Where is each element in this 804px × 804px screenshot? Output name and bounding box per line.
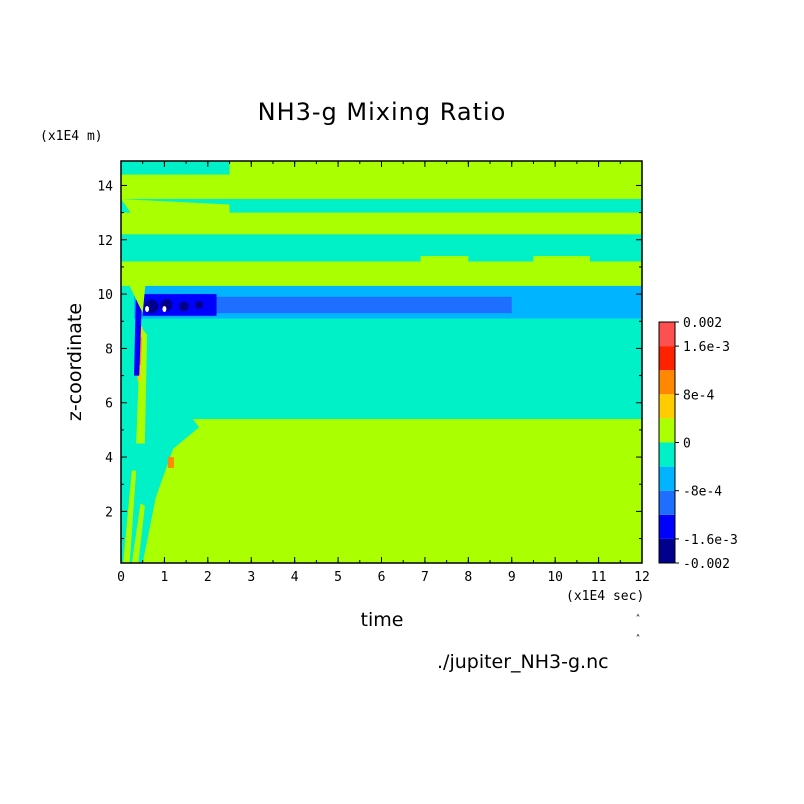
- contour-detail-layer: [121, 199, 230, 563]
- contour-region-7: [121, 161, 230, 175]
- y-tick-label: 6: [105, 397, 113, 412]
- corner-mark-0: ˄: [636, 613, 641, 625]
- colorbar-level-4: [659, 442, 675, 467]
- contour-region-6: [121, 199, 642, 213]
- source-file-label: ./jupiter_NH3-g.nc: [437, 651, 609, 673]
- transient-streak-3: [136, 326, 148, 444]
- x-tick-label: 5: [334, 570, 342, 585]
- x-tick-label: 0: [117, 570, 125, 585]
- extreme-spot-0: [145, 306, 150, 313]
- colorbar-level-1: [659, 514, 675, 539]
- negative-core-1: [160, 298, 173, 311]
- colorbar-level-5: [659, 418, 675, 443]
- y-tick-2: 2: [105, 505, 642, 520]
- colorbar-tick-label: -1.6e-3: [683, 533, 738, 548]
- y-tick-10: 10: [97, 288, 642, 303]
- contour-region-8: [420, 256, 469, 262]
- y-tick-label: 4: [105, 451, 113, 466]
- x-tick-label: 2: [204, 570, 212, 585]
- negative-core-3: [195, 300, 204, 309]
- y-tick-8: 8: [105, 342, 642, 357]
- y-axis-unit: (x1E4 m): [40, 129, 103, 144]
- x-tick-label: 6: [378, 570, 386, 585]
- colorbar-level-8: [659, 346, 675, 371]
- y-tick-label: 14: [97, 179, 113, 194]
- y-tick-label: 8: [105, 342, 113, 357]
- corner-mark-1: ˄: [636, 633, 641, 645]
- x-tick-label: 12: [634, 570, 650, 585]
- contour-region-3: [142, 296, 512, 314]
- transient-streak-2: [131, 503, 145, 563]
- x-tick-label: 8: [464, 570, 472, 585]
- colorbar-level-9: [659, 322, 675, 347]
- x-axis-ticks: 0 1 2 3 4 5 6 7 8 9 10 11 12: [117, 161, 650, 585]
- positive-blob: [167, 457, 174, 468]
- colorbar-level-0: [659, 538, 675, 563]
- colorbar: 0.002 1.6e-3 8e-4 0 -8e-4 -1.6e-3 -0.002: [658, 316, 738, 572]
- colorbar-tick-label: 8e-4: [683, 388, 714, 403]
- y-tick-label: 2: [105, 505, 113, 520]
- extreme-spot-1: [162, 306, 167, 313]
- x-tick-label: 9: [508, 570, 516, 585]
- colorbar-tick-label: -8e-4: [683, 485, 722, 500]
- y-tick-6: 6: [105, 397, 642, 412]
- negative-core-2: [178, 301, 189, 312]
- contour-fill-layer: [121, 161, 642, 563]
- transient-streak-1: [123, 470, 137, 563]
- upper-perturbation: [121, 199, 230, 227]
- colorbar-level-6: [659, 394, 675, 419]
- mid-perturbation: [121, 261, 148, 314]
- colorbar-tick-label: -0.002: [683, 557, 730, 572]
- colorbar-level-3: [659, 466, 675, 491]
- colorbar-level-2: [659, 490, 675, 515]
- colorbar-tick-label: 1.6e-3: [683, 340, 730, 355]
- colorbar-tick-label: 0: [683, 437, 691, 452]
- x-axis-unit: (x1E4 sec): [566, 589, 645, 604]
- y-tick-label: 10: [97, 288, 113, 303]
- y-axis-ticks: 2 4 6 8 10 12 14: [97, 179, 642, 540]
- corner-marks: ˄˄: [636, 613, 641, 645]
- y-tick-label: 12: [97, 234, 113, 249]
- y-tick-4: 4: [105, 451, 642, 466]
- x-tick-label: 11: [591, 570, 607, 585]
- chart-title: NH3-g Mixing Ratio: [257, 98, 507, 126]
- colorbar-tick-label: 0.002: [683, 316, 722, 331]
- negative-filament: [134, 299, 142, 376]
- x-tick-label: 7: [421, 570, 429, 585]
- y-tick-14: 14: [97, 179, 642, 194]
- x-tick-label: 10: [547, 570, 563, 585]
- x-axis-label: time: [360, 609, 404, 631]
- x-tick-label: 1: [161, 570, 169, 585]
- x-tick-label: 4: [291, 570, 299, 585]
- y-tick-12: 12: [97, 234, 642, 249]
- x-tick-label: 3: [247, 570, 255, 585]
- contour-region-9: [533, 256, 590, 262]
- colorbar-level-7: [659, 370, 675, 395]
